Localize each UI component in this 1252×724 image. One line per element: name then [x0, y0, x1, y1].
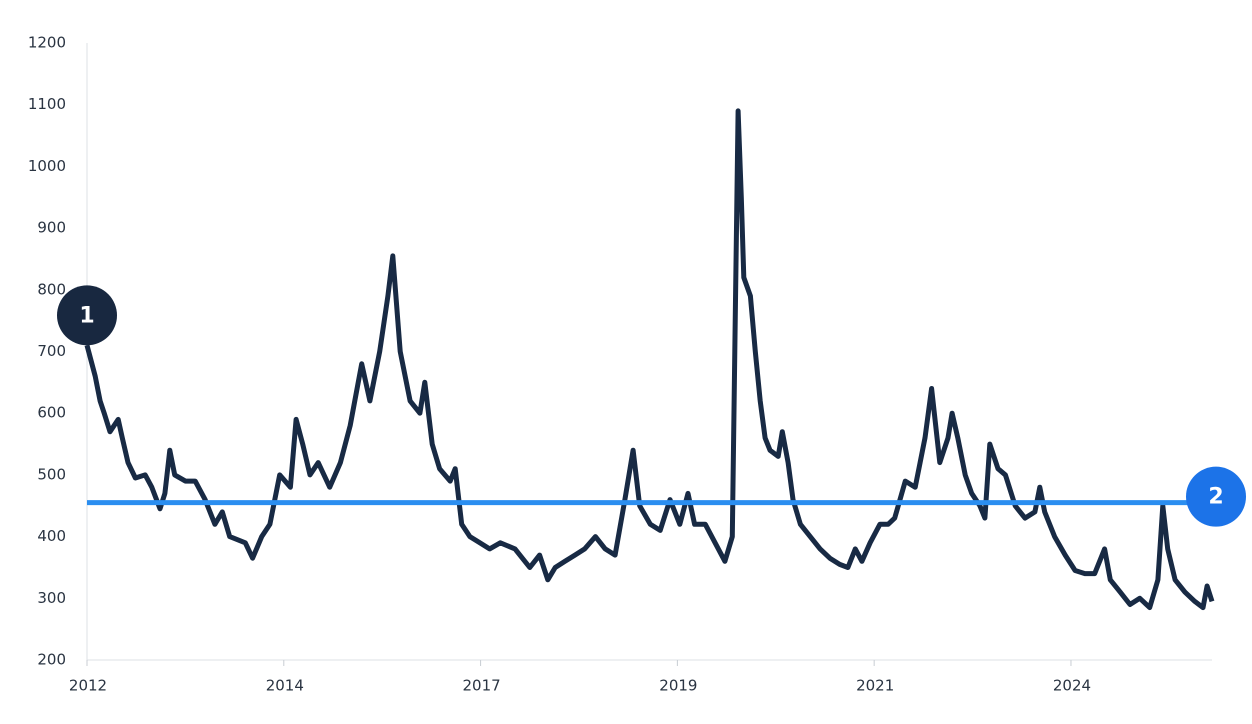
y-tick-label: 1100 — [28, 95, 66, 113]
y-tick-label: 600 — [37, 404, 66, 422]
y-tick-label: 800 — [37, 280, 66, 298]
reference-badge-label: 2 — [1208, 485, 1223, 510]
x-tick-label: 2012 — [69, 677, 107, 695]
y-tick-label: 400 — [37, 527, 66, 545]
x-tick-label: 2024 — [1053, 677, 1091, 695]
reference-badge — [1186, 466, 1246, 527]
y-tick-label: 1200 — [28, 34, 66, 52]
x-tick-label: 2019 — [659, 677, 697, 695]
y-tick-label: 1000 — [28, 157, 66, 175]
y-tick-label: 300 — [37, 589, 66, 607]
x-tick-label: 2014 — [266, 677, 304, 695]
y-tick-label: 500 — [37, 465, 66, 483]
start-badge-label: 1 — [79, 303, 94, 328]
x-tick-label: 2017 — [462, 677, 500, 695]
y-tick-label: 200 — [37, 651, 66, 669]
x-tick-label: 2021 — [856, 677, 894, 695]
y-tick-label: 700 — [37, 342, 66, 360]
y-tick-label: 900 — [37, 219, 66, 237]
series-line — [84, 108, 1215, 611]
start-badge — [57, 285, 117, 346]
